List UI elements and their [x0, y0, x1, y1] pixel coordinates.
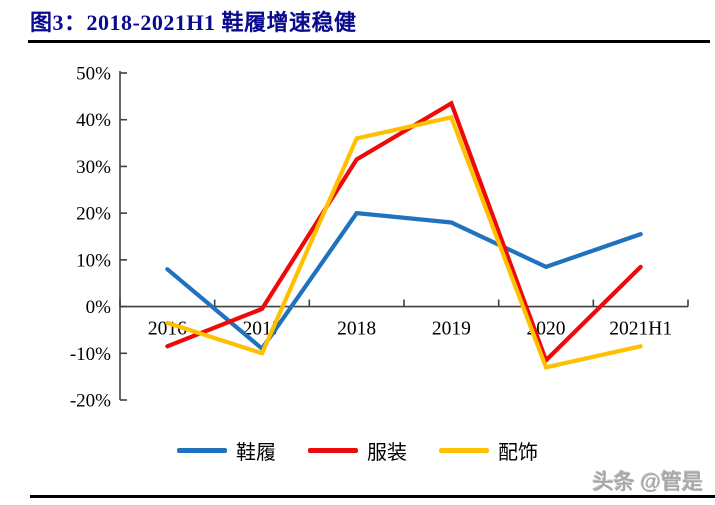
legend-label: 服装 — [367, 442, 407, 464]
legend-item-accessories: 配饰 — [439, 436, 538, 465]
series-line-0 — [165, 210, 643, 352]
watermark: 头条 @管是 — [592, 471, 703, 494]
y-tick-label: 20% — [76, 204, 111, 225]
y-tick-label: 30% — [76, 157, 111, 178]
top-divider-line — [28, 40, 710, 43]
legend-swatch — [308, 448, 358, 453]
x-category-label: 2021H1 — [609, 319, 672, 340]
series-line-2 — [165, 114, 643, 370]
legend-item-apparel: 服装 — [308, 436, 407, 465]
figure-title: 图3：2018-2021H1 鞋履增速稳健 — [30, 10, 357, 35]
legend-item-shoes: 鞋履 — [177, 436, 276, 465]
x-category-label: 2018 — [337, 319, 376, 340]
y-tick-label: -10% — [70, 344, 111, 365]
chart-legend: 鞋履 服装 配饰 — [0, 436, 715, 465]
legend-swatch — [177, 448, 227, 453]
series-line-1 — [165, 100, 643, 365]
y-tick-label: 40% — [76, 110, 111, 131]
y-tick-label: -20% — [70, 391, 111, 412]
line-chart: 50%40%30%20%10%0%-10%-20%2016 2017 2018 201… — [70, 64, 689, 412]
legend-label: 鞋履 — [236, 442, 276, 464]
legend-label: 配饰 — [498, 442, 538, 464]
y-tick-label: 50% — [76, 64, 111, 85]
legend-swatch — [439, 448, 489, 453]
y-tick-label: 0% — [86, 297, 112, 318]
x-category-label: 2019 — [432, 319, 471, 340]
y-tick-label: 10% — [76, 250, 111, 271]
x-category-label: 2016 — [148, 319, 187, 340]
bottom-divider-line — [30, 495, 715, 498]
